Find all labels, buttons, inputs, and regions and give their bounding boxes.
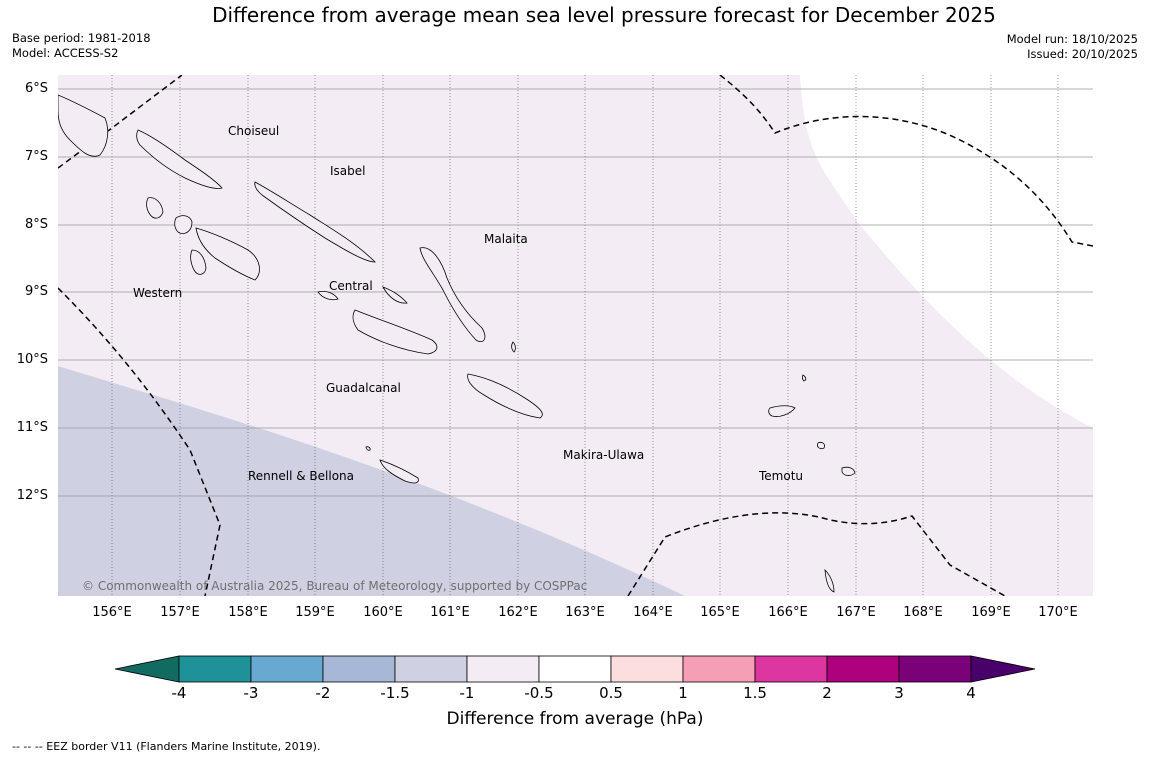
colorbar-segment <box>178 655 252 683</box>
colorbar-segment <box>322 655 396 683</box>
meta-right: Model run: 18/10/2025 Issued: 20/10/2025 <box>1007 32 1138 62</box>
lon-label: 158°E <box>228 605 268 620</box>
island-guadalcanal <box>352 309 438 355</box>
colorbar-tick: 1.5 <box>743 684 767 702</box>
island-sikaiana <box>801 374 807 382</box>
region-label-central: Central <box>329 279 373 293</box>
region-label-rennell-bellona: Rennell & Bellona <box>248 469 355 483</box>
island-russell <box>382 286 408 304</box>
lat-label: 10°S <box>16 352 48 367</box>
colorbar-tick: -3 <box>243 684 259 702</box>
colorbar-tick: 2 <box>822 684 832 702</box>
colorbar-label: Difference from average (hPa) <box>446 709 704 729</box>
map-area <box>58 75 1093 596</box>
region-label-malaita: Malaita <box>484 232 528 246</box>
region-label-makira-ulawa: Makira-Ulawa <box>563 448 645 462</box>
colorbar-segment <box>682 655 756 683</box>
island-bellona <box>365 446 371 451</box>
colorbar <box>114 655 1036 683</box>
lon-label: 167°E <box>836 605 876 620</box>
lat-label: 12°S <box>16 488 48 503</box>
coastlines <box>58 94 856 593</box>
lon-label: 169°E <box>971 605 1011 620</box>
lat-label: 8°S <box>24 217 48 232</box>
eez-borders <box>58 75 1093 596</box>
island-utupua <box>841 466 856 476</box>
island-makira <box>467 373 543 419</box>
eez-footnote: -- -- -- EEZ border V11 (Flanders Marine… <box>12 740 321 753</box>
lon-label: 164°E <box>633 605 673 620</box>
island-florida <box>317 291 339 301</box>
island-new-georgia-1 <box>174 215 193 234</box>
region-label-guadalcanal: Guadalcanal <box>326 381 401 395</box>
lon-label: 168°E <box>903 605 943 620</box>
lon-label: 163°E <box>565 605 605 620</box>
graticule <box>58 75 1093 596</box>
lat-label: 9°S <box>24 284 48 299</box>
island-new-georgia-2 <box>195 227 260 281</box>
colorbar-tick: 4 <box>966 684 976 702</box>
colorbar-segment <box>250 655 324 683</box>
colorbar-segment <box>898 655 972 683</box>
issued-date: Issued: 20/10/2025 <box>1027 47 1138 61</box>
lon-label: 170°E <box>1038 605 1078 620</box>
region-label-western: Western <box>133 286 183 300</box>
colorbar-tick: 0.5 <box>599 684 623 702</box>
island-choiseul <box>136 129 223 189</box>
lon-label: 166°E <box>768 605 808 620</box>
colorbar-tick: -2 <box>315 684 331 702</box>
colorbar-tick: 1 <box>678 684 688 702</box>
colorbar-segment <box>394 655 468 683</box>
lon-label: 156°E <box>92 605 132 620</box>
island-new-georgia-3 <box>146 197 164 219</box>
lon-label: 165°E <box>700 605 740 620</box>
lon-label: 161°E <box>430 605 470 620</box>
colorbar-segment <box>610 655 684 683</box>
colorbar-tick: -1 <box>459 684 475 702</box>
copyright-notice: © Commonwealth of Australia 2025, Bureau… <box>82 579 588 593</box>
lat-label: 6°S <box>24 81 48 96</box>
island-rennell <box>379 459 419 484</box>
eez-border-south <box>627 512 1006 596</box>
lon-label: 157°E <box>160 605 200 620</box>
lat-label: 11°S <box>16 420 48 435</box>
eez-border-northeast <box>719 75 1093 247</box>
anomaly-fill-lavender <box>58 366 685 596</box>
model-run: Model run: 18/10/2025 <box>1006 32 1138 46</box>
island-bougainville <box>58 94 109 157</box>
island-santa-cruz <box>768 405 796 417</box>
island-ontong-java <box>511 341 516 353</box>
lat-label: 7°S <box>24 149 48 164</box>
colorbar-tick: -1.5 <box>380 684 410 702</box>
lon-label: 159°E <box>295 605 335 620</box>
base-period: Base period: 1981-2018 <box>12 31 151 45</box>
anomaly-fill-white <box>800 75 1093 428</box>
colorbar-segment <box>754 655 828 683</box>
colorbar-tick: -0.5 <box>524 684 554 702</box>
island-vanikoro <box>824 568 835 593</box>
colorbar-segment <box>466 655 540 683</box>
colorbar-extend-high <box>970 655 1036 683</box>
colorbar-tick: 3 <box>894 684 904 702</box>
meta-left: Base period: 1981-2018 Model: ACCESS-S2 <box>12 31 151 61</box>
model-name: Model: ACCESS-S2 <box>12 46 119 60</box>
region-label-temotu: Temotu <box>759 469 804 483</box>
colorbar-tick: -4 <box>171 684 187 702</box>
island-malaita <box>419 247 486 343</box>
eez-border-west <box>58 287 221 596</box>
region-label-choiseul: Choiseul <box>228 124 280 138</box>
island-new-georgia-4 <box>190 249 207 275</box>
lon-label: 160°E <box>363 605 403 620</box>
colorbar-extend-low <box>114 655 180 683</box>
region-label-isabel: Isabel <box>330 164 366 178</box>
island-reef-islands <box>817 441 825 450</box>
colorbar-segment <box>538 655 612 683</box>
colorbar-segment <box>826 655 900 683</box>
island-isabel <box>254 181 376 263</box>
eez-border-north <box>58 75 183 169</box>
chart-title: Difference from average mean sea level p… <box>212 3 996 27</box>
lon-label: 162°E <box>498 605 538 620</box>
